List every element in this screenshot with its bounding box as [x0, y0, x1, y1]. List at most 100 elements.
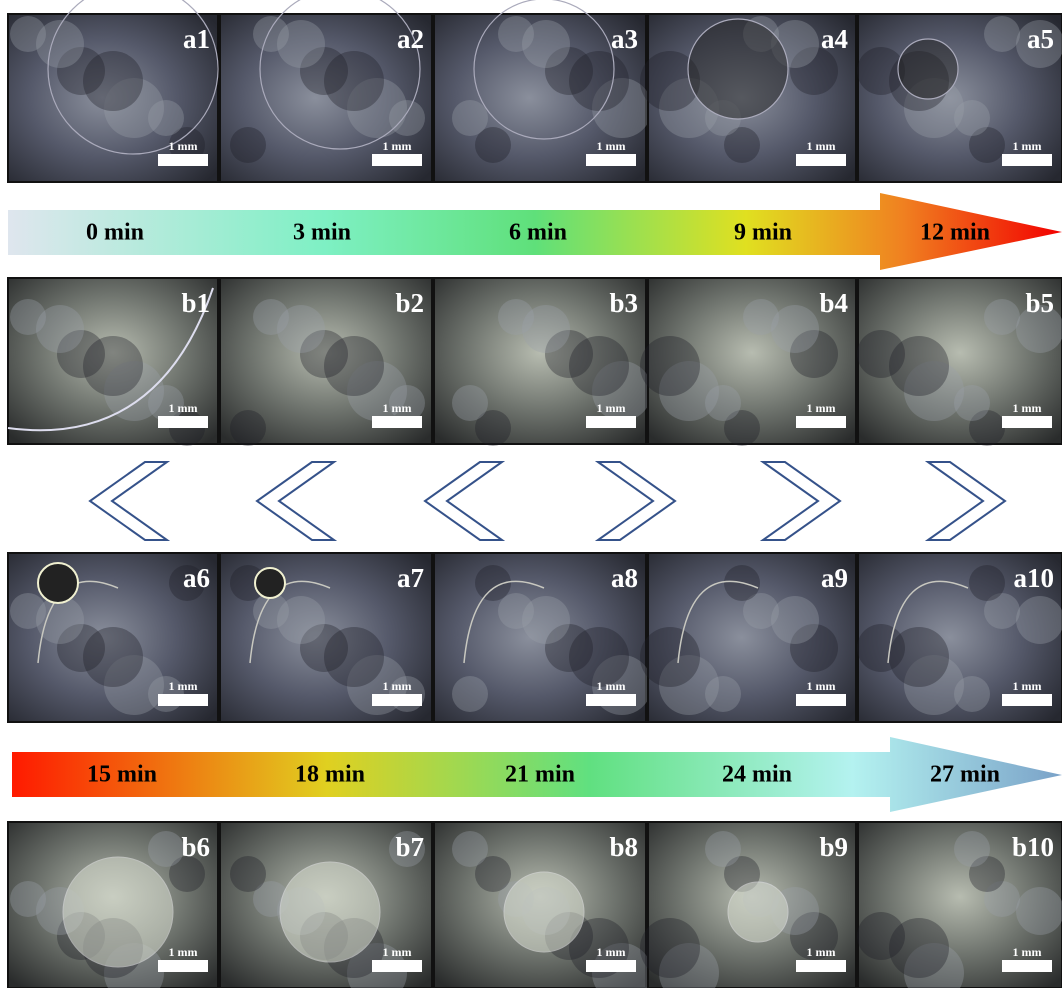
panel-label: a8	[611, 563, 638, 593]
texture	[640, 918, 700, 978]
chevron-left	[425, 462, 502, 540]
droplet	[255, 568, 285, 598]
chevron-left	[90, 462, 167, 540]
photo-panel: a61 mm	[8, 553, 218, 722]
texture	[969, 565, 1005, 601]
scale-bar	[796, 694, 846, 706]
texture	[640, 336, 700, 396]
texture	[277, 596, 325, 644]
scale-bar	[158, 416, 208, 428]
panel-label: b1	[181, 288, 210, 318]
texture	[705, 831, 741, 867]
time-label: 18 min	[295, 762, 365, 788]
texture	[889, 627, 949, 687]
scale-bar	[372, 694, 422, 706]
scale-bar	[586, 960, 636, 972]
droplet-outline	[688, 19, 788, 119]
photo-panel: b91 mm	[640, 822, 856, 988]
texture	[324, 336, 384, 396]
texture	[452, 831, 488, 867]
panel-label: a5	[1027, 24, 1054, 54]
scale-bar	[158, 960, 208, 972]
time-label: 15 min	[87, 762, 157, 788]
texture	[230, 410, 266, 446]
texture	[83, 51, 143, 111]
panel-label: b4	[819, 288, 848, 318]
texture	[954, 385, 990, 421]
droplet	[280, 862, 380, 962]
texture	[324, 51, 384, 111]
scale-bar	[1002, 416, 1052, 428]
scale-bar	[586, 416, 636, 428]
texture	[1016, 887, 1062, 935]
texture	[889, 336, 949, 396]
scale-bar	[1002, 694, 1052, 706]
time-label: 9 min	[734, 220, 792, 246]
scale-bar	[372, 154, 422, 166]
texture	[771, 305, 819, 353]
figure: a11 mma21 mma31 mma41 mma51 mmb11 mmb21 …	[0, 0, 1062, 988]
panel-label: b9	[819, 832, 848, 862]
scale-bar-text: 1 mm	[1013, 679, 1042, 693]
texture	[452, 100, 488, 136]
texture	[277, 20, 325, 68]
scale-bar	[158, 694, 208, 706]
texture	[705, 676, 741, 712]
photo-panel: b7 1 mm	[220, 822, 432, 988]
scale-bar	[372, 416, 422, 428]
photo-panel: b21 mm	[220, 278, 432, 446]
texture	[522, 596, 570, 644]
chevron-right	[598, 462, 675, 540]
scale-bar-text: 1 mm	[169, 401, 198, 415]
photo-panel: b51 mm	[857, 278, 1062, 446]
scale-bar	[796, 416, 846, 428]
scale-bar-text: 1 mm	[1013, 945, 1042, 959]
droplet	[728, 882, 788, 942]
texture	[954, 676, 990, 712]
texture	[230, 127, 266, 163]
photo-panel: a7 1 mm	[220, 553, 432, 722]
photo-panel: b4 1 mm	[640, 278, 856, 446]
chevron-left	[257, 462, 334, 540]
texture	[984, 16, 1020, 52]
panel-label: a6	[183, 563, 210, 593]
texture	[771, 596, 819, 644]
scale-bar-text: 1 mm	[807, 401, 836, 415]
texture	[83, 336, 143, 396]
scale-bar-text: 1 mm	[169, 945, 198, 959]
droplet	[504, 872, 584, 952]
scale-bar-text: 1 mm	[807, 679, 836, 693]
scale-bar-text: 1 mm	[383, 139, 412, 153]
scale-bar	[796, 960, 846, 972]
photo-panel: a21 mm	[220, 0, 432, 182]
texture	[36, 20, 84, 68]
texture	[230, 856, 266, 892]
scale-bar	[1002, 154, 1052, 166]
panel-label: b6	[181, 832, 210, 862]
texture	[148, 831, 184, 867]
panel-label: a7	[397, 563, 424, 593]
texture	[324, 627, 384, 687]
scale-bar-text: 1 mm	[383, 945, 412, 959]
time-label: 3 min	[293, 220, 351, 246]
scale-bar-text: 1 mm	[169, 139, 198, 153]
photo-panel: b6 1 mm	[8, 822, 218, 988]
texture	[705, 385, 741, 421]
photo-panel: b101 mm	[857, 822, 1062, 988]
photo-panel: a51 mm	[857, 14, 1062, 182]
scale-bar-text: 1 mm	[383, 679, 412, 693]
panel-label: b7	[395, 832, 424, 862]
chevron-right	[928, 462, 1005, 540]
photo-panel: a9 1 mm	[640, 553, 856, 722]
photo-panel: a11 mm	[8, 0, 218, 182]
texture	[569, 336, 629, 396]
texture	[569, 627, 629, 687]
scale-bar	[586, 694, 636, 706]
panel-label: b2	[395, 288, 424, 318]
droplet-outline	[898, 39, 958, 99]
scale-bar	[158, 154, 208, 166]
panel-label: a9	[821, 563, 848, 593]
texture	[889, 918, 949, 978]
photo-panel: b1 1 mm	[8, 278, 218, 446]
time-label: 21 min	[505, 762, 575, 788]
